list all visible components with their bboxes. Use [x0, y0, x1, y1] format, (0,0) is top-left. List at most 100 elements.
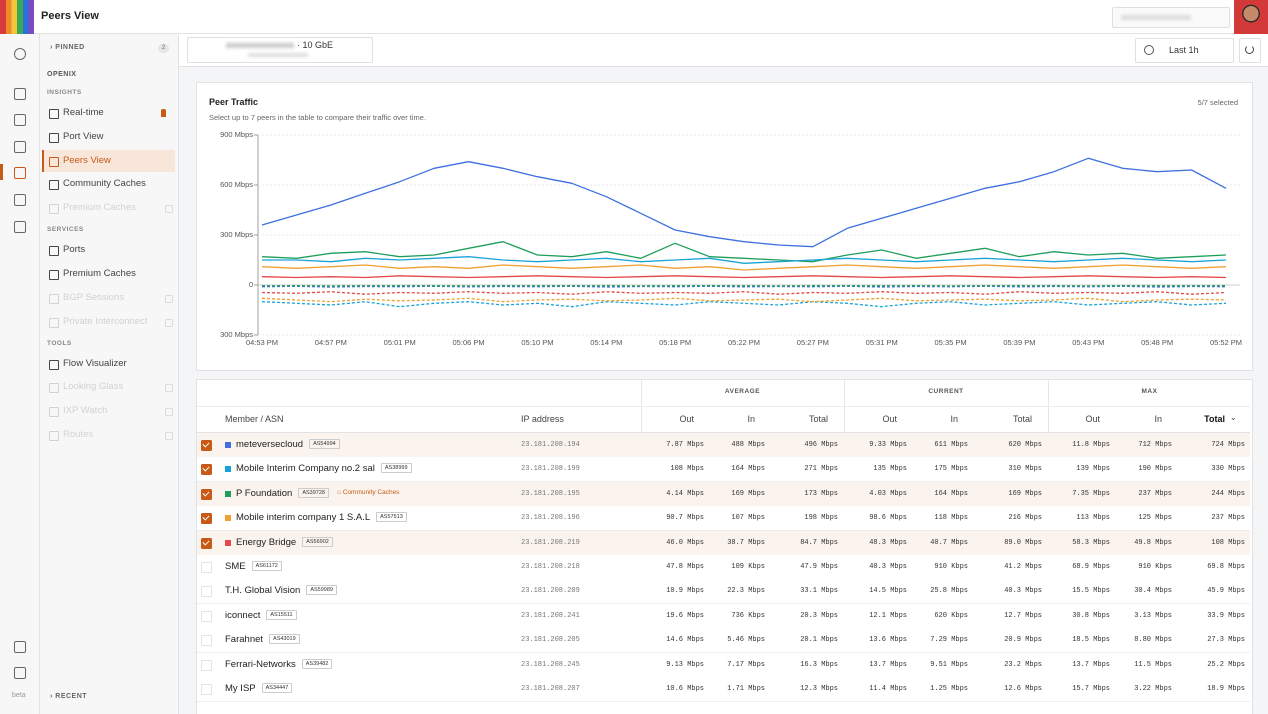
ip-address: 23.181.208.196	[521, 514, 580, 523]
metric-value: 107 Mbps	[731, 514, 765, 523]
metric-value: 25.8 Mbps	[930, 587, 968, 596]
row-checkbox[interactable]	[201, 610, 212, 622]
nav-icon[interactable]	[14, 114, 26, 126]
metric-value: 7.29 Mbps	[930, 636, 968, 645]
nav-item[interactable]: Flow Visualizer	[63, 357, 127, 369]
series-swatch	[225, 442, 231, 448]
series-line	[261, 264, 1227, 271]
metric-value: 1.71 Mbps	[727, 685, 765, 693]
recent-toggle[interactable]: › RECENT	[50, 693, 88, 700]
nav-item[interactable]: Community Caches	[63, 178, 146, 190]
nav-item-icon	[49, 383, 59, 394]
row-checkbox[interactable]	[201, 586, 212, 598]
nav-item: Private Interconnect	[63, 315, 148, 327]
row-checkbox[interactable]	[201, 684, 212, 695]
logo	[0, 0, 34, 34]
column-header[interactable]: Out	[882, 414, 897, 424]
row-checkbox[interactable]	[201, 537, 212, 549]
asn-badge: AS56902	[302, 536, 333, 547]
table-row[interactable]	[197, 677, 1250, 702]
row-checkbox[interactable]	[201, 562, 212, 573]
nav-item[interactable]: Port View	[63, 130, 104, 142]
column-header[interactable]: Out	[1085, 414, 1100, 424]
avatar[interactable]	[1234, 0, 1268, 34]
metric-value: 4.03 Mbps	[869, 489, 907, 498]
metric-value: 69.8 Mbps	[1207, 563, 1245, 571]
metric-value: 20.1 Mbps	[800, 636, 838, 645]
nav-item-icon	[49, 156, 59, 167]
row-checkbox[interactable]	[201, 464, 212, 476]
metric-value: 25.2 Mbps	[1207, 660, 1245, 669]
metric-value: 620 Kbps	[934, 611, 968, 620]
ip-address: 23.181.208.218	[521, 563, 580, 571]
nav-icon[interactable]	[14, 194, 26, 206]
column-header[interactable]: Total	[1012, 414, 1032, 424]
metric-value: 169 Mbps	[1008, 489, 1042, 498]
asn-badge: AS38999	[380, 463, 412, 474]
pinned-toggle[interactable]: › PINNED	[50, 44, 85, 51]
metric-value: 40.7 Mbps	[930, 538, 968, 547]
nav-item[interactable]: Ports	[63, 244, 86, 256]
metric-value: 13.7 Mbps	[1072, 660, 1110, 669]
table-row[interactable]	[197, 652, 1250, 678]
x-tick-label: 05:52 PM	[1210, 338, 1242, 347]
group-header: MAX	[1141, 388, 1158, 395]
nav-item-icon	[49, 132, 59, 143]
column-header[interactable]: Total	[808, 414, 828, 424]
top-bar	[34, 0, 1268, 34]
nav-icon[interactable]	[14, 221, 26, 233]
user-menu[interactable]	[1112, 7, 1230, 28]
row-checkbox[interactable]	[201, 635, 212, 647]
port-select[interactable]	[187, 37, 373, 63]
metric-value: 910 Kbps	[934, 563, 968, 571]
lock-icon	[165, 432, 173, 440]
nav-icon[interactable]	[14, 641, 26, 653]
metric-value: 271 Mbps	[804, 465, 838, 474]
chart-subtitle: Select up to 7 peers in the table to com…	[209, 113, 427, 122]
nav-item[interactable]: Peers View	[63, 154, 111, 166]
column-header[interactable]: In	[950, 414, 958, 424]
row-checkbox[interactable]	[201, 440, 212, 451]
member-name: Energy Bridge	[236, 536, 297, 548]
lock-icon	[165, 294, 173, 303]
nav-item-icon	[49, 359, 59, 370]
column-header[interactable]: In	[1154, 414, 1162, 424]
member-name: P Foundation	[236, 487, 293, 499]
asn-badge: AS54994	[309, 439, 340, 449]
nav-item-icon	[49, 180, 59, 191]
metric-value: 244 Mbps	[1211, 489, 1245, 498]
metric-value: 58.3 Mbps	[1072, 538, 1110, 547]
x-tick-label: 05:39 PM	[1003, 338, 1035, 347]
table-row[interactable]	[197, 457, 1250, 483]
row-checkbox[interactable]	[201, 488, 212, 500]
table-row[interactable]	[197, 530, 1250, 556]
metric-value: 173 Mbps	[804, 489, 838, 498]
nav-icon[interactable]	[14, 88, 26, 100]
metric-value: 9.13 Mbps	[666, 660, 704, 669]
column-header[interactable]: Total	[1204, 414, 1225, 424]
column-header[interactable]: Out	[679, 414, 694, 424]
column-header[interactable]: In	[747, 414, 755, 424]
row-checkbox[interactable]	[201, 513, 212, 525]
nav-item-icon	[49, 293, 59, 304]
member-name: Farahnet	[225, 634, 264, 646]
row-checkbox[interactable]	[201, 659, 212, 671]
nav-item[interactable]: Real-time	[63, 107, 104, 118]
nav-icon[interactable]	[14, 167, 26, 179]
x-tick-label: 05:06 PM	[453, 338, 485, 347]
metric-value: 49.8 Mbps	[1134, 538, 1172, 547]
nav-item: Premium Caches	[63, 202, 136, 214]
nav-item[interactable]: Premium Caches	[63, 268, 136, 279]
metric-value: 41.2 Mbps	[1004, 563, 1042, 571]
nav-icon[interactable]	[14, 48, 26, 60]
active-bar	[42, 149, 44, 172]
metric-value: 89.0 Mbps	[1004, 538, 1042, 547]
metric-value: 47.8 Mbps	[666, 563, 704, 571]
metric-value: 12.6 Mbps	[1004, 685, 1042, 693]
section-title: TOOLS	[47, 339, 72, 347]
asn-badge: AS61172	[251, 561, 282, 571]
table-row[interactable]	[197, 579, 1250, 605]
nav-icon[interactable]	[14, 667, 26, 679]
nav-icon[interactable]	[14, 141, 26, 153]
metric-value: 68.9 Mbps	[1072, 563, 1110, 571]
